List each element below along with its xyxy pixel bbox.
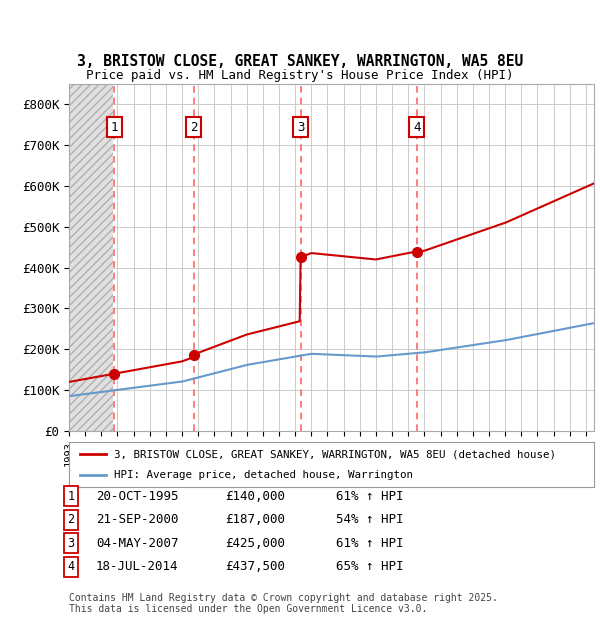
Text: HPI: Average price, detached house, Warrington: HPI: Average price, detached house, Warr… [113, 469, 413, 480]
Text: This data is licensed under the Open Government Licence v3.0.: This data is licensed under the Open Gov… [69, 604, 427, 614]
Text: £425,000: £425,000 [225, 537, 285, 549]
Text: 4: 4 [67, 560, 74, 573]
Text: Price paid vs. HM Land Registry's House Price Index (HPI): Price paid vs. HM Land Registry's House … [86, 69, 514, 82]
Text: 04-MAY-2007: 04-MAY-2007 [96, 537, 179, 549]
Text: 3: 3 [67, 537, 74, 549]
Text: £437,500: £437,500 [225, 560, 285, 573]
Text: 2: 2 [190, 121, 197, 133]
Text: 18-JUL-2014: 18-JUL-2014 [96, 560, 179, 573]
Text: 54% ↑ HPI: 54% ↑ HPI [336, 513, 404, 526]
Text: 3, BRISTOW CLOSE, GREAT SANKEY, WARRINGTON, WA5 8EU: 3, BRISTOW CLOSE, GREAT SANKEY, WARRINGT… [77, 55, 523, 69]
Text: 1: 1 [110, 121, 118, 133]
Text: 1: 1 [67, 490, 74, 502]
Text: Contains HM Land Registry data © Crown copyright and database right 2025.: Contains HM Land Registry data © Crown c… [69, 593, 498, 603]
Text: 20-OCT-1995: 20-OCT-1995 [96, 490, 179, 502]
Text: £187,000: £187,000 [225, 513, 285, 526]
Text: 65% ↑ HPI: 65% ↑ HPI [336, 560, 404, 573]
Text: 3: 3 [297, 121, 304, 133]
Text: 4: 4 [413, 121, 421, 133]
Text: 2: 2 [67, 513, 74, 526]
Text: 61% ↑ HPI: 61% ↑ HPI [336, 490, 404, 502]
Text: 21-SEP-2000: 21-SEP-2000 [96, 513, 179, 526]
Text: 3, BRISTOW CLOSE, GREAT SANKEY, WARRINGTON, WA5 8EU (detached house): 3, BRISTOW CLOSE, GREAT SANKEY, WARRINGT… [113, 449, 556, 459]
Text: £140,000: £140,000 [225, 490, 285, 502]
Text: 61% ↑ HPI: 61% ↑ HPI [336, 537, 404, 549]
